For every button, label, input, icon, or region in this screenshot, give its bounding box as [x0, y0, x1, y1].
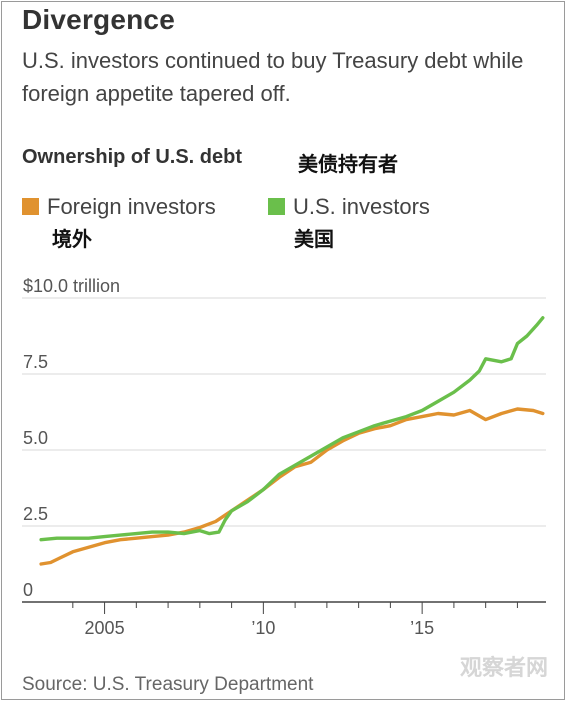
- watermark: 观察者网: [460, 655, 549, 680]
- grid-lines: [22, 297, 546, 603]
- y-tick-label: 5.0: [23, 428, 48, 448]
- source-note: Source: U.S. Treasury Department: [22, 674, 314, 695]
- x-tick-label: ’10: [251, 618, 275, 638]
- series-line-us: [39, 316, 545, 542]
- legend-label-us-chinese: 美国: [294, 227, 334, 251]
- series-line-foreign: [39, 407, 545, 566]
- legend-swatch-us: [268, 198, 285, 215]
- y-tick-labels: 0 2.5 5.0 7.5 $10.0 trillion: [23, 276, 120, 600]
- x-axis: 2005 ’10 ’15: [72, 602, 518, 638]
- chart-heading: Ownership of U.S. debt: [22, 146, 243, 168]
- series-lines: [39, 316, 545, 566]
- legend-label-foreign: Foreign investors: [47, 194, 216, 219]
- chart-subtitle: U.S. investors continued to buy Treasury…: [22, 48, 524, 106]
- x-tick-label: 2005: [85, 618, 125, 638]
- legend-label-foreign-chinese: 境外: [52, 227, 92, 251]
- y-tick-label: $10.0 trillion: [23, 276, 120, 296]
- legend-item-us: U.S. investors: [268, 194, 430, 220]
- x-tick-label: ’15: [410, 618, 434, 638]
- chart-title: Divergence: [22, 4, 175, 35]
- legend-swatch-foreign: [22, 198, 39, 215]
- chart-heading-chinese: 美债持有者: [298, 152, 398, 176]
- legend-item-foreign: Foreign investors: [22, 194, 216, 220]
- y-tick-label: 0: [23, 580, 33, 600]
- y-tick-label: 2.5: [23, 504, 48, 524]
- y-tick-label: 7.5: [23, 352, 48, 372]
- legend-label-us: U.S. investors: [293, 194, 430, 219]
